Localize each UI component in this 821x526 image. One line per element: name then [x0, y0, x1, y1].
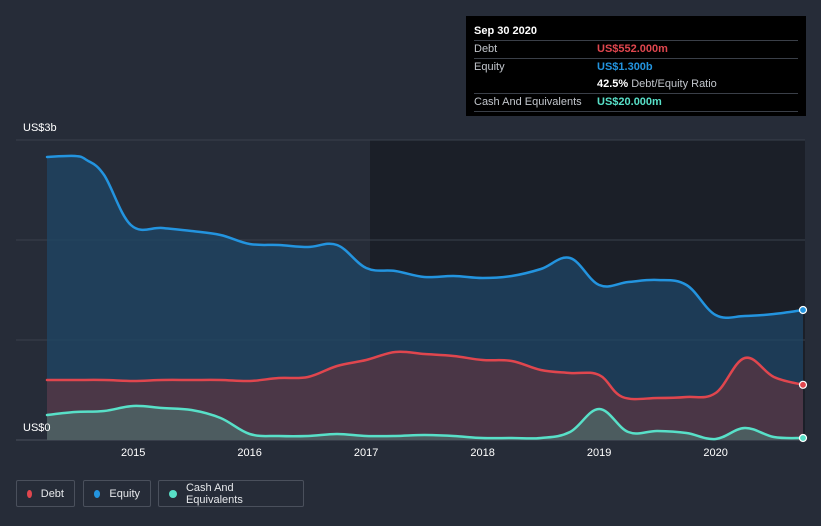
tooltip-ratio-label: Debt/Equity Ratio: [631, 78, 717, 90]
x-tick-label-2018: 2018: [470, 447, 495, 459]
cash-line: [45, 404, 805, 441]
legend-cash-button[interactable]: Cash And Equivalents: [158, 480, 304, 507]
tooltip-equity-value: US$1.300b: [597, 61, 653, 73]
tooltip-debt-label: Debt: [474, 43, 498, 55]
equity-endpoint: [798, 305, 808, 315]
tooltip-row-debt: Debt US$552.000m: [474, 40, 798, 58]
legend-cash-label: Cash And Equivalents: [185, 481, 243, 506]
x-tick-label-2016: 2016: [237, 447, 262, 459]
series-lines: [45, 154, 805, 441]
tooltip-cash-value: US$20.000m: [597, 96, 662, 108]
debt-line: [45, 350, 805, 401]
legend-cash-dot-icon: [169, 489, 177, 498]
legend-debt-dot-icon: [27, 489, 32, 498]
legend-equity-dot-icon: [94, 489, 101, 498]
legend-debt-label: Debt: [40, 487, 64, 500]
x-tick-label-2017: 2017: [353, 447, 379, 459]
x-tick-label-2020: 2020: [703, 447, 728, 459]
tooltip-cash-label: Cash And Equivalents: [474, 96, 582, 108]
series-endpoints: [798, 305, 808, 443]
cash-endpoint: [798, 433, 808, 443]
tooltip-row-cash: Cash And Equivalents US$20.000m: [474, 93, 798, 112]
equity-area: [47, 155, 803, 441]
equity-line: [45, 154, 805, 320]
x-tick-label-2019: 2019: [586, 447, 612, 459]
tooltip-row-equity: Equity US$1.300b: [474, 58, 798, 76]
x-tick-label-2015: 2015: [120, 447, 146, 459]
tooltip-equity-label: Equity: [474, 61, 505, 73]
tooltip-panel: Sep 30 2020 Debt US$552.000m Equity US$1…: [466, 16, 806, 116]
debt-endpoint: [798, 380, 808, 389]
tooltip-debt-value: US$552.000m: [597, 43, 668, 55]
legend-equity-label: Equity: [109, 487, 140, 500]
cash-area: [47, 405, 803, 440]
tooltip-date: Sep 30 2020: [474, 25, 537, 37]
y-axis-bottom-label: US$0: [23, 422, 51, 434]
legend-debt-button[interactable]: Debt: [16, 480, 75, 507]
tooltip-ratio-spacer: [474, 76, 597, 93]
legend-equity-button[interactable]: Equity: [83, 480, 151, 507]
y-axis-top-label: US$3b: [23, 122, 57, 134]
tooltip-row-ratio: 42.5% Debt/Equity Ratio: [474, 76, 798, 93]
tooltip-ratio-value: 42.5%: [597, 78, 629, 90]
